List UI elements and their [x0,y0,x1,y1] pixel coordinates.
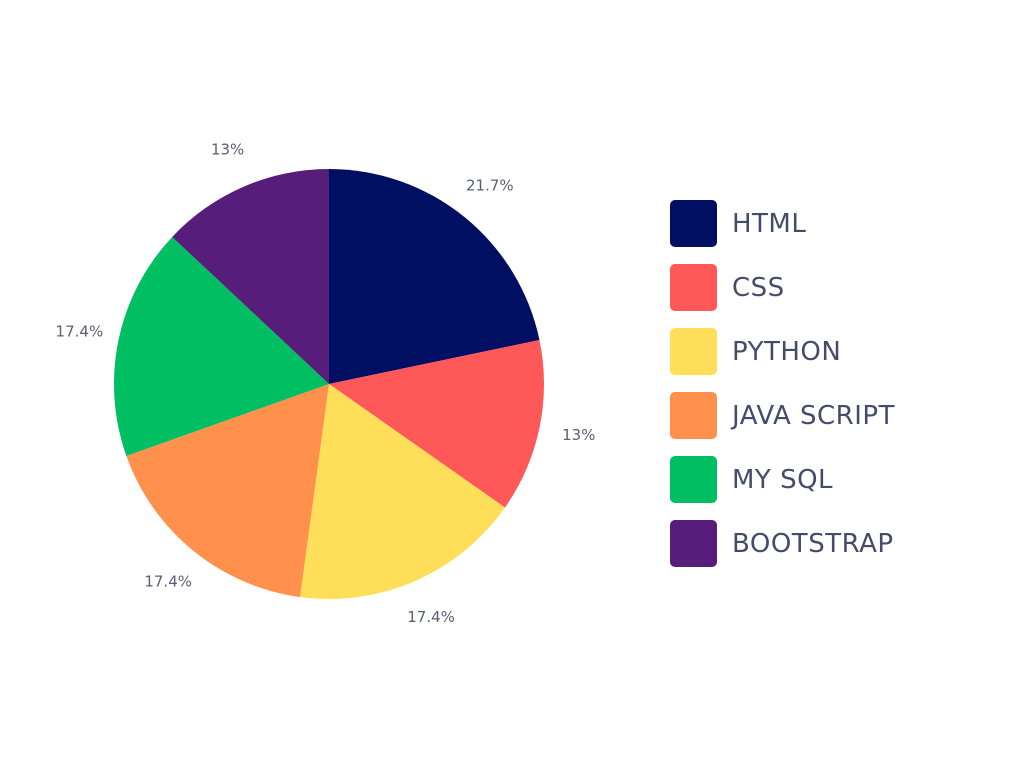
legend-item-css: CSS [670,264,895,311]
legend-swatch [670,264,717,311]
slice-value-label: 13% [211,141,244,159]
legend-item-python: PYTHON [670,328,895,375]
pie-slice-css [329,340,544,508]
slice-value-label: 17.4% [144,572,192,590]
slice-value-label: 13% [562,426,595,444]
legend-item-bootstrap: BOOTSTRAP [670,520,895,567]
legend-item-java-script: JAVA SCRIPT [670,392,895,439]
legend-swatch [670,328,717,375]
legend-swatch [670,520,717,567]
slice-value-label: 17.4% [407,608,455,626]
legend-label: JAVA SCRIPT [732,400,895,431]
slice-value-label: 21.7% [466,177,514,195]
pie-slice-my-sql [113,236,329,456]
legend-label: PYTHON [732,336,842,367]
chart-legend: HTML CSS PYTHON JAVA SCRIPT MY SQL BOOTS… [670,200,895,584]
pie-slice-html [329,169,540,384]
pie-slice-java-script [126,384,329,598]
legend-label: CSS [732,272,785,303]
legend-swatch [670,200,717,247]
legend-label: HTML [732,208,807,239]
pie-slice-python [300,384,506,599]
pie-slice-bootstrap [172,169,329,384]
legend-item-my-sql: MY SQL [670,456,895,503]
legend-item-html: HTML [670,200,895,247]
legend-label: BOOTSTRAP [732,528,894,559]
legend-label: MY SQL [732,464,834,495]
legend-swatch [670,456,717,503]
slice-value-label: 17.4% [56,322,104,340]
legend-swatch [670,392,717,439]
